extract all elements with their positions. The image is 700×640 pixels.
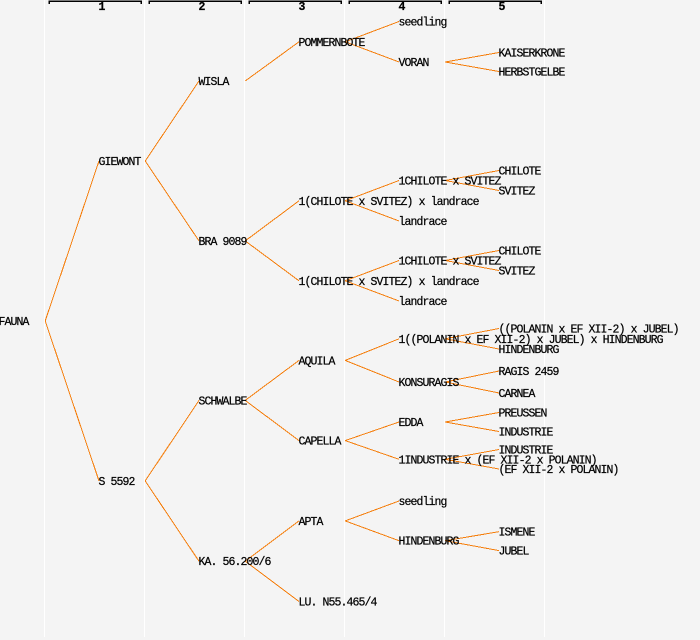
svg-text:INDUSTRIE: INDUSTRIE [499, 445, 554, 458]
svg-text:EDDA: EDDA [399, 417, 424, 430]
svg-text:((POLANIN x EF XII-2) x JUBEL): ((POLANIN x EF XII-2) x JUBEL) [499, 324, 679, 337]
svg-text:HERBSTGELBE: HERBSTGELBE [499, 67, 566, 80]
svg-text:1INDUSTRIE x (EF XII-2 x POLAN: 1INDUSTRIE x (EF XII-2 x POLANIN) [399, 454, 597, 467]
svg-text:HINDENBURG: HINDENBURG [499, 344, 560, 357]
svg-text:AQUILA: AQUILA [299, 355, 336, 368]
svg-text:1CHILOTE x SVITEZ: 1CHILOTE x SVITEZ [399, 176, 502, 189]
svg-text:CHILOTE: CHILOTE [499, 166, 542, 179]
svg-text:KA. 56.200/6: KA. 56.200/6 [199, 556, 272, 569]
svg-text:2: 2 [198, 1, 205, 14]
svg-text:1(CHILOTE x SVITEZ) x landrace: 1(CHILOTE x SVITEZ) x landrace [299, 196, 480, 209]
svg-text:ISMENE: ISMENE [499, 527, 536, 540]
svg-text:VORAN: VORAN [399, 57, 429, 70]
svg-text:seedling: seedling [399, 496, 447, 509]
svg-text:JUBEL: JUBEL [499, 546, 530, 559]
svg-text:landrace: landrace [399, 216, 448, 229]
svg-text:1CHILOTE x SVITEZ: 1CHILOTE x SVITEZ [399, 256, 502, 269]
svg-text:SVITEZ: SVITEZ [499, 186, 536, 199]
svg-text:APTA: APTA [299, 516, 324, 529]
svg-text:CARNEA: CARNEA [499, 388, 536, 401]
svg-text:seedling: seedling [399, 17, 447, 30]
svg-text:HINDENBURG: HINDENBURG [399, 536, 460, 549]
svg-text:SCHWALBE: SCHWALBE [199, 395, 248, 408]
svg-text:1(CHILOTE x SVITEZ) x landrace: 1(CHILOTE x SVITEZ) x landrace [299, 276, 480, 289]
svg-text:FAUNA: FAUNA [0, 316, 30, 329]
svg-text:5: 5 [498, 1, 505, 14]
svg-text:POMMERNBOTE: POMMERNBOTE [299, 37, 366, 50]
svg-text:3: 3 [298, 1, 305, 14]
svg-text:KAISERKRONE: KAISERKRONE [499, 48, 566, 61]
svg-text:KONSURAGIS: KONSURAGIS [399, 377, 460, 390]
svg-text:landrace: landrace [399, 296, 448, 309]
svg-text:PREUSSEN: PREUSSEN [499, 408, 547, 421]
svg-text:GIEWONT: GIEWONT [99, 156, 142, 169]
svg-text:CAPELLA: CAPELLA [299, 436, 342, 449]
svg-text:INDUSTRIE: INDUSTRIE [499, 427, 554, 440]
svg-text:1: 1 [98, 1, 105, 14]
svg-text:4: 4 [398, 1, 405, 14]
svg-text:LU. N55.465/4: LU. N55.465/4 [299, 597, 378, 610]
svg-text:CHILOTE: CHILOTE [499, 246, 542, 259]
svg-text:1((POLANIN x EF XII-2) x JUBEL: 1((POLANIN x EF XII-2) x JUBEL) x HINDEN… [399, 334, 664, 347]
svg-text:(EF XII-2 x POLANIN): (EF XII-2 x POLANIN) [499, 464, 619, 477]
svg-text:S 5592: S 5592 [99, 476, 136, 489]
svg-text:WISLA: WISLA [199, 76, 230, 89]
svg-text:SVITEZ: SVITEZ [499, 266, 536, 279]
svg-text:RAGIS 2459: RAGIS 2459 [499, 366, 560, 379]
svg-text:BRA 9089: BRA 9089 [199, 236, 248, 249]
